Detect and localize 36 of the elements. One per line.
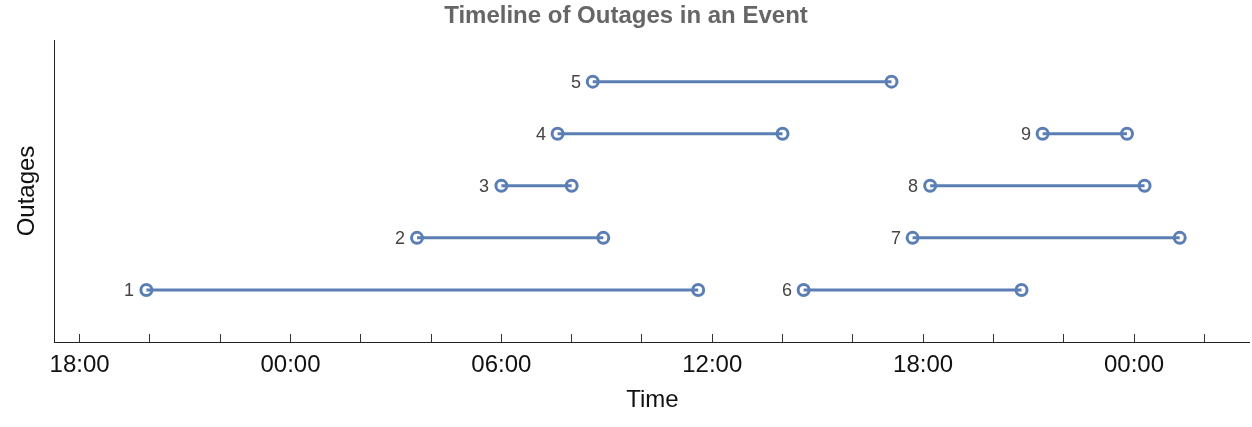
point	[1119, 126, 1134, 141]
point	[884, 74, 899, 89]
point	[596, 230, 611, 245]
x-tick-label: 18:00	[893, 349, 954, 377]
point	[139, 282, 154, 297]
point	[585, 74, 600, 89]
point	[564, 178, 579, 193]
point	[1137, 178, 1152, 193]
y-axis-title: Outages	[12, 145, 39, 237]
point	[494, 178, 509, 193]
point	[410, 230, 425, 245]
annotation: 7	[891, 228, 902, 248]
annotation: 6	[782, 280, 793, 300]
x-tick-label: 06:00	[471, 349, 532, 377]
annotation: 8	[908, 176, 919, 196]
chart-title: Timeline of Outages in an Event	[444, 1, 808, 29]
x-tick-label: 00:00	[260, 349, 321, 377]
annotation: 4	[536, 124, 547, 144]
annotation: 2	[395, 228, 406, 248]
x-tick-label: 12:00	[682, 349, 743, 377]
point	[1035, 126, 1050, 141]
point	[905, 230, 920, 245]
x-tick-label: 18:00	[49, 349, 110, 377]
point	[796, 282, 811, 297]
point	[775, 126, 790, 141]
point	[1014, 282, 1029, 297]
x-axis-title: Time	[626, 385, 679, 413]
point	[923, 178, 938, 193]
annotation: 1	[124, 280, 135, 300]
annotation: 3	[479, 176, 490, 196]
annotation: 5	[571, 72, 582, 92]
point	[550, 126, 565, 141]
annotation: 9	[1021, 124, 1032, 144]
x-tick-label: 00:00	[1103, 349, 1165, 377]
point	[691, 282, 706, 297]
point	[1172, 230, 1187, 245]
